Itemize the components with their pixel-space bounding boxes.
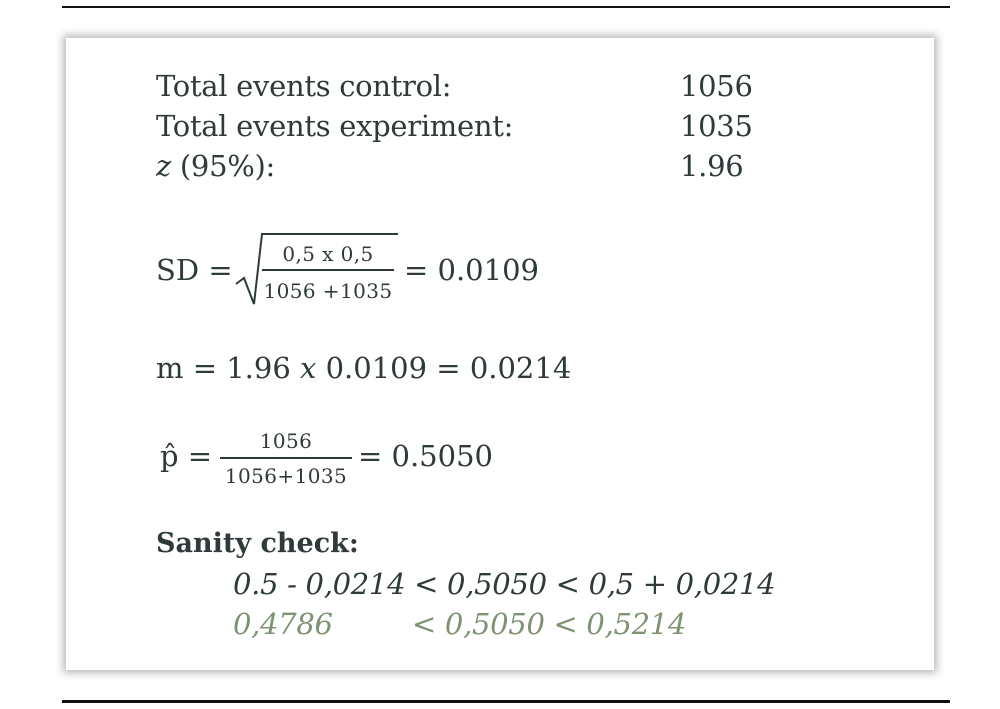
sanity-check-heading: Sanity check:: [156, 528, 359, 559]
sd-fraction-bar: [262, 269, 394, 271]
m-formula-times: x: [300, 351, 317, 385]
bottom-rule: [62, 700, 950, 703]
m-formula: m = 1.96 x 0.0109 = 0.0214: [156, 351, 571, 385]
sd-denominator: 1056 +1035: [263, 279, 393, 303]
label-z-rest: (95%):: [170, 149, 275, 183]
row-total-control: Total events control: 1056: [156, 69, 753, 103]
value-total-control: 1056: [680, 69, 753, 103]
sanity-check-line-2-right: < 0,5050 < 0,5214: [412, 607, 687, 641]
slide-card: [66, 38, 934, 670]
top-rule: [62, 6, 950, 8]
sanity-check-line-2-left: 0,4786: [233, 607, 333, 641]
sd-result: = 0.0109: [404, 253, 539, 287]
p-hat-denominator: 1056+1035: [224, 464, 348, 488]
sd-numerator: 0,5 x 0,5: [282, 242, 374, 266]
label-total-experiment: Total events experiment:: [156, 109, 514, 143]
label-z-variable: z: [156, 149, 171, 183]
sd-lhs: SD =: [156, 253, 233, 287]
p-hat-fraction-bar: [220, 457, 352, 459]
value-total-experiment: 1035: [680, 109, 753, 143]
p-hat-lhs: p̂ =: [160, 439, 213, 473]
sanity-check-line-1: 0.5 - 0,0214 < 0,5050 < 0,5 + 0,0214: [233, 567, 776, 601]
p-hat-numerator: 1056: [259, 429, 313, 453]
sqrt-radical-icon: [235, 233, 398, 305]
m-formula-right: 0.0109 = 0.0214: [316, 351, 572, 385]
row-z-score: z (95%): 1.96: [156, 149, 744, 183]
m-formula-left: m = 1.96: [156, 351, 301, 385]
row-total-experiment: Total events experiment: 1035: [156, 109, 753, 143]
label-total-control: Total events control:: [156, 69, 452, 103]
p-hat-result: = 0.5050: [358, 439, 493, 473]
value-z-score: 1.96: [680, 149, 744, 183]
